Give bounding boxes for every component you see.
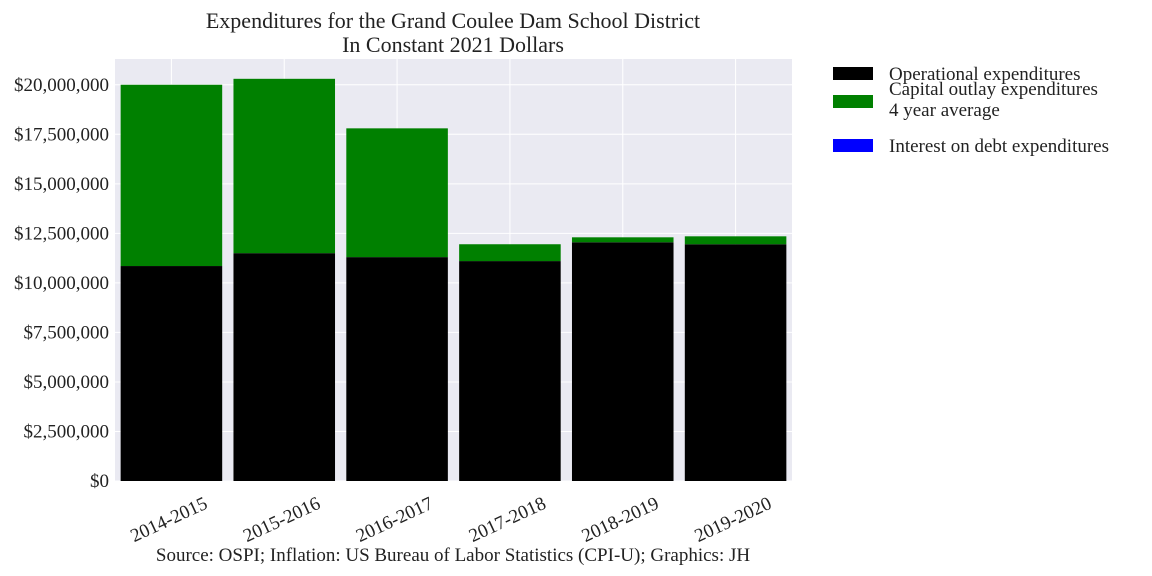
legend-label: Capital outlay expenditures 4 year averag… — [889, 79, 1098, 121]
y-tick-label: $7,500,000 — [24, 322, 110, 343]
bar-series0-2014-2015 — [120, 266, 223, 481]
chart-subtitle: In Constant 2021 Dollars — [342, 32, 564, 57]
x-tick-label: 2017-2018 — [466, 493, 549, 547]
bar-series0-2017-2018 — [459, 261, 561, 481]
legend-label: Operational expenditures — [889, 64, 1081, 85]
x-tick-label: 2014-2015 — [127, 493, 210, 547]
legend-swatch — [833, 95, 873, 108]
plot-area — [115, 59, 792, 481]
y-tick-label: $12,500,000 — [14, 223, 109, 244]
legend-swatch — [833, 139, 873, 152]
bar-series0-2016-2017 — [346, 257, 448, 481]
legend-label: Interest on debt expenditures — [889, 136, 1109, 157]
bars — [120, 78, 787, 481]
x-tick-label: 2019-2020 — [692, 493, 775, 547]
bar-series1-2016-2017 — [346, 128, 448, 258]
x-tick-label: 2016-2017 — [353, 493, 436, 547]
x-tick-label: 2018-2019 — [579, 493, 662, 547]
bar-series0-2018-2019 — [571, 242, 674, 481]
y-tick-label: $20,000,000 — [14, 75, 109, 96]
bar-series0-2019-2020 — [684, 244, 787, 481]
bar-series1-2017-2018 — [459, 244, 561, 262]
y-tick-label: $0 — [90, 471, 109, 492]
y-tick-label: $2,500,000 — [24, 421, 110, 442]
chart-title: Expenditures for the Grand Coulee Dam Sc… — [206, 8, 700, 33]
bar-series1-2015-2016 — [233, 78, 336, 254]
x-tick-label: 2015-2016 — [240, 493, 323, 547]
x-axis-tick-labels: 2014-2015 2015-2016 2016-2017 2017-2018 2018… — [127, 493, 775, 547]
legend-swatch — [833, 67, 873, 80]
y-tick-label: $17,500,000 — [14, 124, 109, 145]
y-axis-tick-labels: $0 $2,500,000 $5,000,000 $7,500,000 $10,000,… — [14, 75, 109, 492]
y-tick-label: $10,000,000 — [14, 273, 109, 294]
bar-series1-2014-2015 — [120, 84, 223, 267]
y-tick-label: $15,000,000 — [14, 174, 109, 195]
chart-caption: Source: OSPI; Inflation: US Bureau of La… — [156, 545, 750, 566]
y-tick-label: $5,000,000 — [24, 372, 110, 393]
bar-series0-2015-2016 — [233, 253, 336, 481]
bar-series1-2018-2019 — [571, 237, 674, 243]
bar-series1-2019-2020 — [684, 236, 787, 245]
